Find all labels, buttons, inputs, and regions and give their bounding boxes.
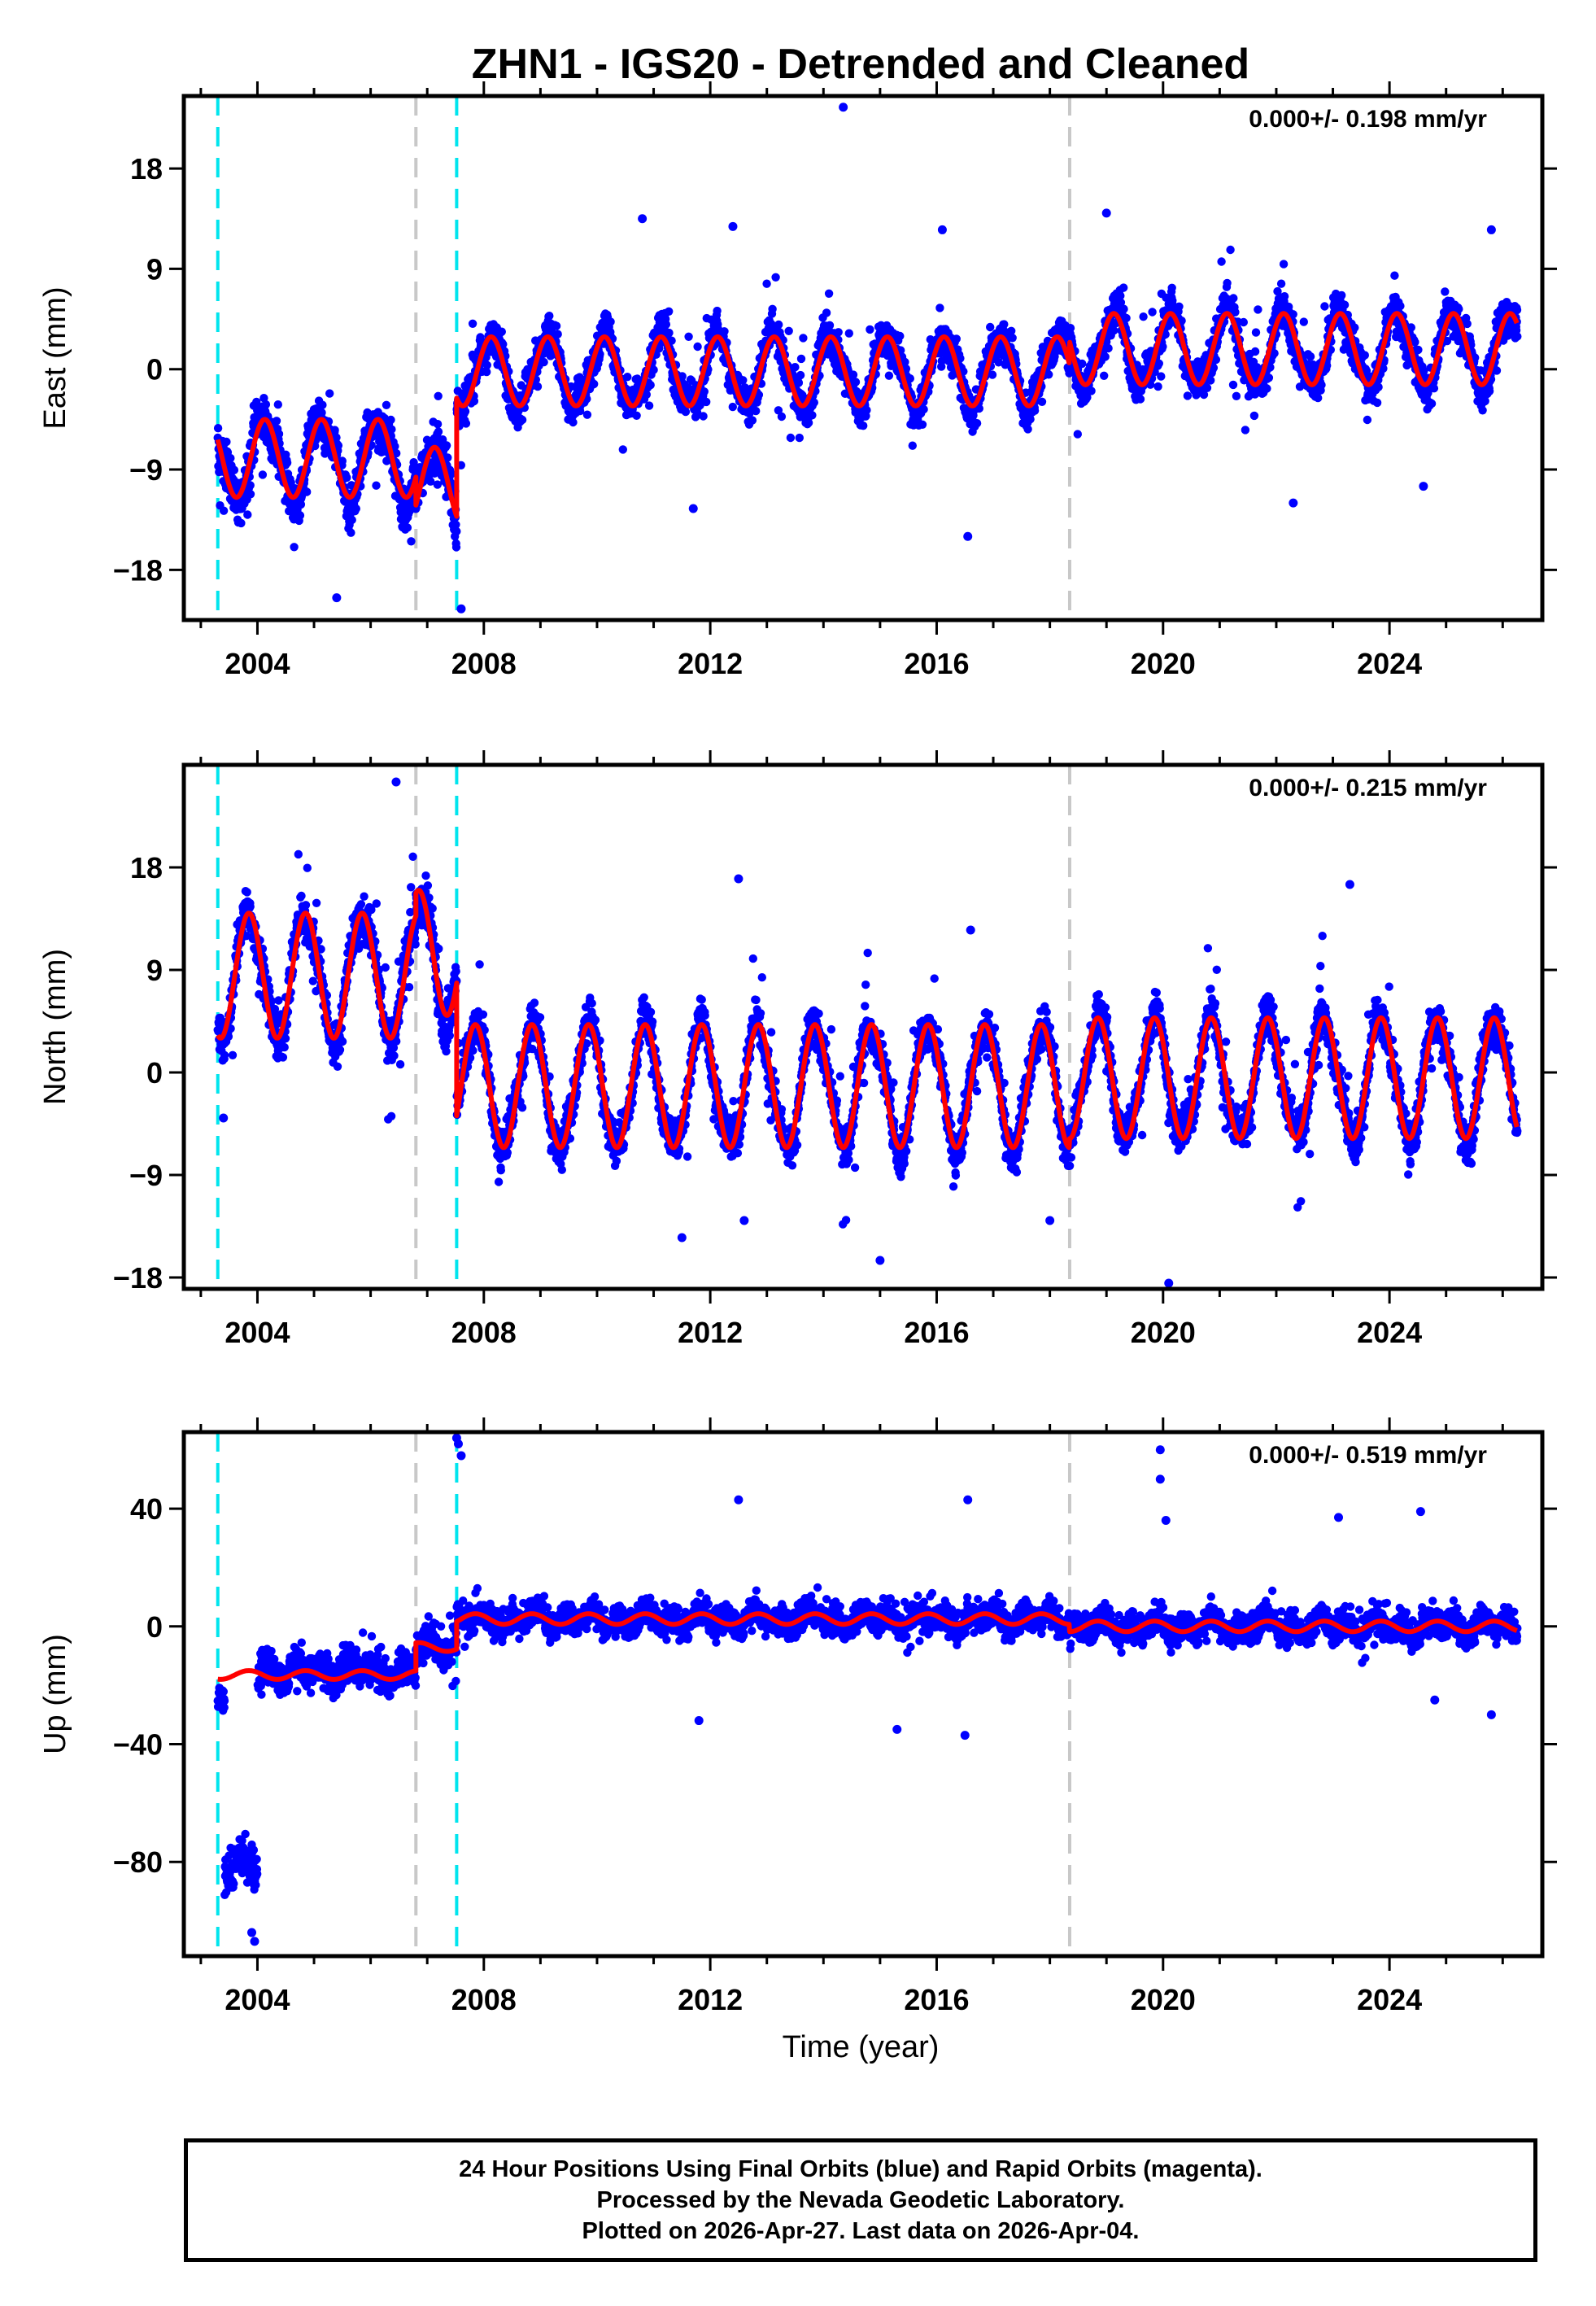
north-outlier-point: [1045, 1216, 1055, 1225]
up-daily-positions: [213, 1583, 1522, 1899]
east-outlier-point: [963, 531, 973, 541]
east-y-tick-label: 18: [130, 152, 163, 186]
east-outlier-point: [937, 225, 947, 234]
east-plot-frame: [181, 94, 1545, 622]
north-x-tick-label: 2008: [451, 1316, 517, 1349]
up-outlier-point: [960, 1731, 970, 1740]
east-outlier-point: [728, 221, 738, 231]
north-rate-label: 0.000+/- 0.215 mm/yr: [1249, 775, 1487, 801]
north-x-tick-label: 2004: [225, 1316, 290, 1349]
north-outlier-point: [677, 1233, 687, 1243]
up-y-tick-label: 40: [130, 1492, 163, 1526]
east-x-tick-label: 2004: [225, 647, 290, 680]
east-outlier-point: [839, 103, 848, 112]
north-y-tick-label: −18: [113, 1261, 163, 1295]
chart-title: ZHN1 - IGS20 - Detrended and Cleaned: [472, 41, 1249, 88]
up-outlier-point: [963, 1495, 973, 1505]
east-outlier-point: [1419, 482, 1428, 491]
north-outlier-point: [875, 1256, 885, 1265]
footer-line-plotted: Plotted on 2026-Apr-27. Last data on 202…: [582, 2218, 1140, 2244]
up-outlier-point: [734, 1495, 743, 1505]
east-y-tick-label: 9: [146, 252, 163, 286]
up-plot-frame: [181, 1430, 1545, 1959]
up-y-axis-label: Up (mm): [38, 1634, 72, 1754]
east-y-tick-label: 0: [146, 353, 163, 387]
up-outlier-point: [1334, 1513, 1343, 1522]
up-y-tick-label: 0: [146, 1610, 163, 1644]
up-x-tick-label: 2004: [225, 1983, 290, 2016]
east-model-curve: [215, 311, 1520, 519]
x-axis-label: Time (year): [783, 2030, 940, 2064]
north-y-tick-label: 9: [146, 954, 163, 987]
up-outlier-point: [1155, 1474, 1165, 1484]
up-x-tick-label: 2024: [1357, 1983, 1422, 2016]
up-outlier-point: [250, 1937, 259, 1946]
up-outlier-point: [1161, 1516, 1171, 1526]
up-x-tick-label: 2020: [1131, 1983, 1196, 2016]
east-outlier-point: [456, 604, 466, 614]
north-outlier-point: [734, 874, 743, 884]
north-y-axis-label: North (mm): [38, 949, 72, 1105]
east-y-axis-label: East (mm): [38, 286, 72, 429]
east-x-tick-label: 2024: [1357, 647, 1422, 680]
east-x-tick-label: 2016: [904, 647, 969, 680]
footer-line-processed: Processed by the Nevada Geodetic Laborat…: [596, 2187, 1125, 2213]
up-outlier-point: [1430, 1695, 1440, 1705]
up-x-tick-label: 2012: [678, 1983, 743, 2016]
north-outlier-point: [739, 1216, 749, 1225]
north-x-tick-label: 2024: [1357, 1316, 1422, 1349]
up-outlier-point: [694, 1716, 704, 1726]
north-outlier-point: [1345, 880, 1354, 889]
north-x-tick-label: 2012: [678, 1316, 743, 1349]
north-y-tick-label: 0: [146, 1056, 163, 1090]
up-panel: 40 0 −40 −80 2004 2008 2012 2016 2020 2024 Up (mm)…: [38, 1417, 1557, 2016]
north-x-tick-label: 2020: [1131, 1316, 1196, 1349]
footer-line-orbits: 24 Hour Positions Using Final Orbits (bl…: [459, 2156, 1262, 2182]
up-outlier-point: [1415, 1507, 1425, 1517]
up-outlier-point: [1486, 1710, 1496, 1719]
east-outlier-point: [1486, 225, 1496, 234]
up-outlier-point: [892, 1724, 902, 1734]
up-x-tick-label: 2016: [904, 1983, 969, 2016]
east-x-tick-label: 2020: [1131, 647, 1196, 680]
up-outlier-point: [247, 1928, 256, 1937]
north-outlier-point: [219, 1113, 229, 1123]
east-x-tick-label: 2008: [451, 647, 517, 680]
east-outlier-point: [638, 214, 648, 224]
east-y-tick-label: −9: [129, 453, 163, 487]
east-x-tick-label: 2012: [678, 647, 743, 680]
up-offset-lines: [216, 1432, 1071, 1956]
up-y-tick-label: −40: [113, 1728, 163, 1762]
north-outlier-point: [391, 777, 401, 787]
north-x-tick-label: 2016: [904, 1316, 969, 1349]
east-outlier-point: [1101, 208, 1111, 218]
north-outlier-point: [1164, 1278, 1174, 1288]
up-outlier-point: [451, 1433, 461, 1443]
east-outlier-point: [688, 504, 698, 513]
north-model-curve: [216, 888, 1520, 1151]
up-rate-label: 0.000+/- 0.519 mm/yr: [1249, 1442, 1487, 1469]
north-outlier-point: [966, 925, 975, 935]
up-model-curve: [216, 1611, 1519, 1682]
east-y-tick-label: −18: [113, 553, 163, 587]
east-outlier-point: [1289, 498, 1298, 508]
east-rate-label: 0.000+/- 0.198 mm/yr: [1249, 106, 1487, 133]
up-outlier-point: [1155, 1445, 1165, 1455]
north-panel: 18 9 0 −9 −18 2004 2008 2012 2016 2020 2024 North (…: [38, 750, 1557, 1349]
north-y-tick-label: −9: [129, 1159, 163, 1192]
east-panel: 18 9 0 −9 −18 2004 2008 2012 2016 2020 2024 East (m…: [38, 81, 1557, 680]
up-outlier-point: [456, 1451, 466, 1461]
up-y-tick-label: −80: [113, 1845, 163, 1879]
north-y-tick-label: 18: [130, 851, 163, 884]
footer-info-box: 24 Hour Positions Using Final Orbits (bl…: [184, 2138, 1537, 2262]
up-x-tick-label: 2008: [451, 1983, 517, 2016]
east-outlier-point: [332, 593, 342, 603]
north-plot-frame: [181, 762, 1545, 1291]
